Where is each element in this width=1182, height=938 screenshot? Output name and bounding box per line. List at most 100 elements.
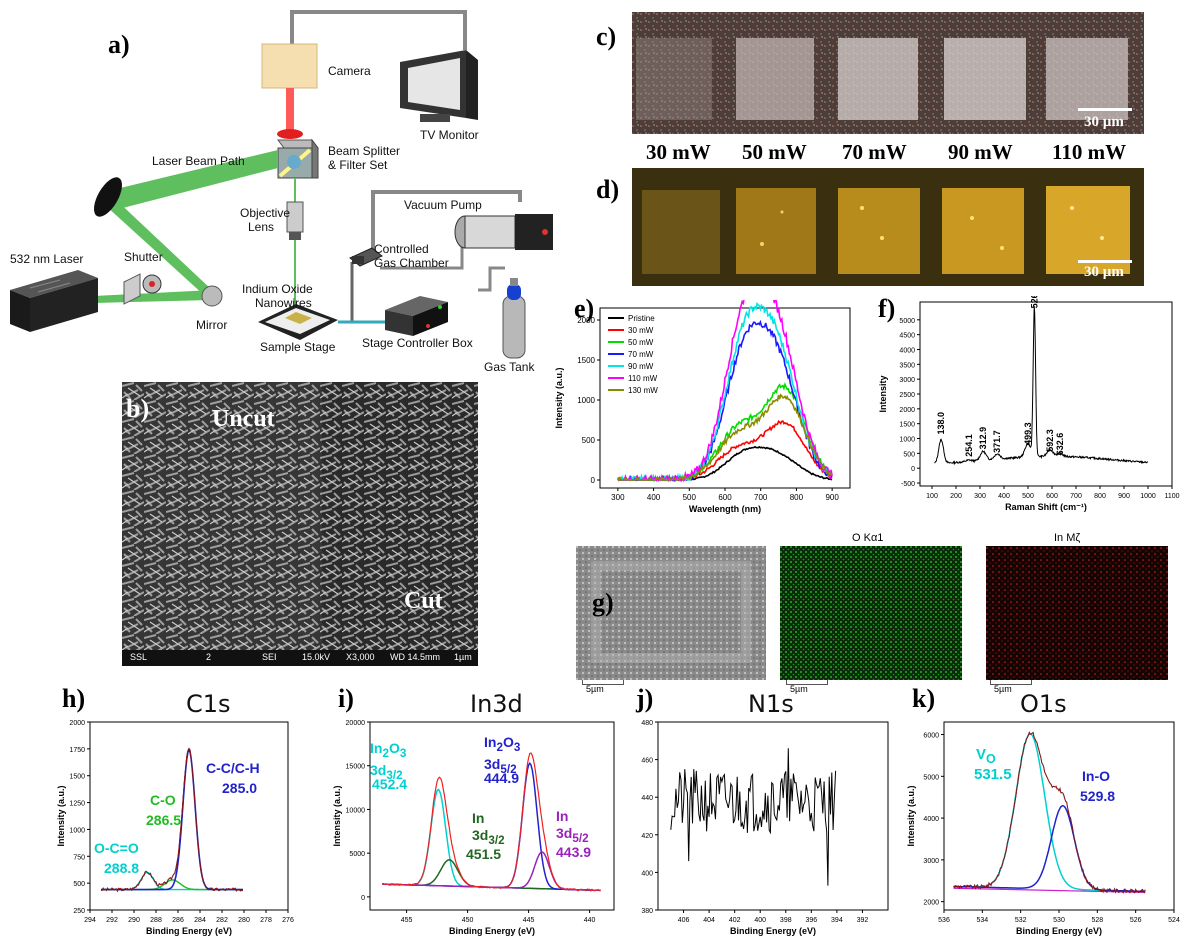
panel-label-i: i) bbox=[338, 684, 354, 713]
xps-title-o1s: O1s bbox=[1020, 690, 1067, 718]
peak-label-312.9: 312.9 bbox=[978, 427, 988, 450]
x-tick-label: 400 bbox=[998, 493, 1010, 500]
gas-tank-label: Gas Tank bbox=[484, 360, 535, 374]
x-tick-label: 300 bbox=[974, 493, 986, 500]
xps-o1s-chart: 536 534 532 530 528 526 524 2000 3000 4000 5000 600… bbox=[906, 721, 1180, 936]
eds-indium-map bbox=[986, 546, 1168, 680]
scale-bar-d bbox=[1078, 260, 1132, 263]
x-tick-label: 402 bbox=[729, 917, 741, 924]
objective-label-2: Lens bbox=[248, 220, 275, 234]
x-tick-label: 294 bbox=[84, 917, 96, 924]
x-tick-label: 700 bbox=[1070, 493, 1082, 500]
peak-label-526.5: 526.5 bbox=[1029, 296, 1039, 308]
sample-stage-label: Sample Stage bbox=[260, 340, 336, 354]
legend-label: 130 mW bbox=[628, 386, 658, 395]
power-label-50: 50 mW bbox=[742, 140, 807, 164]
y-tick-label: 380 bbox=[641, 908, 653, 915]
y-tick-label: 1500 bbox=[69, 774, 85, 781]
y-tick-label: 750 bbox=[73, 854, 85, 861]
eds-scale-label-3: 5µm bbox=[994, 684, 1012, 694]
legend-label: 50 mW bbox=[628, 338, 654, 347]
y-tick-label: 10000 bbox=[346, 807, 366, 814]
laser-label: 532 nm Laser bbox=[10, 252, 84, 266]
x-tick-label: 900 bbox=[1118, 493, 1130, 500]
x-tick-label: 300 bbox=[611, 493, 625, 502]
y-tick-label: 0 bbox=[911, 466, 915, 473]
scale-label-c: 30 µm bbox=[1084, 114, 1124, 130]
panel-label-c: c) bbox=[596, 22, 617, 51]
i-peak-label-2: In 3d3/2 bbox=[472, 810, 505, 847]
panel-label-h: h) bbox=[62, 684, 86, 713]
panel-label-a: a) bbox=[108, 30, 130, 59]
x-tick-label: 290 bbox=[128, 917, 140, 924]
plot-frame bbox=[657, 721, 889, 911]
i-peak-value-4: 443.9 bbox=[556, 844, 592, 860]
mirror-lower-icon bbox=[201, 285, 223, 307]
gas-chamber-label-1: Controlled bbox=[374, 242, 429, 256]
series-line-30-mW bbox=[617, 419, 833, 482]
i-peak-value-1: 452.4 bbox=[372, 776, 408, 792]
tv-monitor-icon bbox=[400, 50, 478, 122]
eds-scale-label-1: 5µm bbox=[586, 684, 604, 694]
x-tick-label: 1100 bbox=[1164, 493, 1179, 500]
stage-controller-label: Stage Controller Box bbox=[362, 336, 473, 350]
x-tick-label: 276 bbox=[282, 917, 294, 924]
raman-line bbox=[934, 305, 1149, 466]
x-tick-label: 400 bbox=[754, 917, 766, 924]
x-tick-label: 396 bbox=[805, 917, 817, 924]
eds-in-label: In Mζ bbox=[1054, 532, 1081, 544]
x-tick-label: 282 bbox=[216, 917, 228, 924]
setup-schematic bbox=[10, 10, 553, 359]
x-tick-label: 200 bbox=[950, 493, 962, 500]
y-tick-label: 1500 bbox=[577, 356, 595, 365]
h-peak-label-2: C-O bbox=[150, 792, 176, 808]
y-tick-label: 1250 bbox=[69, 801, 85, 808]
panel-label-j: j) bbox=[636, 684, 654, 713]
i-peak-label-3: In2O3 3d5/2 bbox=[484, 734, 521, 776]
panel-label-d: d) bbox=[596, 175, 620, 204]
y-tick-label: 1000 bbox=[69, 827, 85, 834]
x-axis-label: Binding Energy (eV) bbox=[1016, 926, 1102, 936]
x-tick-label: 278 bbox=[260, 917, 272, 924]
peak-label-371.7: 371.7 bbox=[992, 430, 1002, 453]
x-tick-label: 800 bbox=[790, 493, 804, 502]
y-tick-label: 0 bbox=[591, 476, 596, 485]
series-line-Pristine bbox=[617, 445, 833, 481]
x-tick-label: 536 bbox=[938, 917, 950, 924]
gas-tank-icon bbox=[502, 278, 526, 359]
sem-footer-num: 2 bbox=[206, 652, 212, 662]
y-tick-label: 0 bbox=[361, 895, 365, 902]
i-peak-label-1: In2O3 3d3/2 bbox=[370, 740, 407, 782]
x-tick-label: 400 bbox=[647, 493, 661, 502]
panel-label-g: g) bbox=[592, 588, 614, 617]
y-tick-label: 20000 bbox=[346, 720, 366, 727]
x-tick-label: 1000 bbox=[1140, 493, 1156, 500]
y-axis-label: Intensity (a.u.) bbox=[554, 367, 564, 428]
optical-image-c: 30 µm bbox=[632, 12, 1144, 134]
beam-splitter-icon bbox=[277, 138, 319, 179]
i-peak-value-2: 451.5 bbox=[466, 846, 502, 862]
sample-stage-icon bbox=[258, 304, 338, 340]
h-peak-value-3: 288.8 bbox=[104, 860, 140, 876]
k-peak-label-1: VO bbox=[976, 746, 996, 766]
objective-label-1: Objective bbox=[240, 206, 291, 220]
peak-label-499.3: 499.3 bbox=[1023, 422, 1033, 445]
power-label-90: 90 mW bbox=[948, 140, 1013, 164]
uncut-label: Uncut bbox=[212, 406, 275, 432]
peak-label-138.0: 138.0 bbox=[936, 412, 946, 435]
eds-sem-map bbox=[576, 546, 766, 682]
xps-n1s-chart: 406 404 402 400 398 396 394 392 380 400 420 440 460 4… bbox=[641, 720, 889, 936]
y-tick-label: 1750 bbox=[69, 747, 85, 754]
y-tick-label: 500 bbox=[73, 881, 85, 888]
eds-scale-bar-3 bbox=[990, 680, 1032, 685]
x-tick-label: 600 bbox=[718, 493, 732, 502]
y-tick-label: 5000 bbox=[349, 851, 365, 858]
x-tick-label: 700 bbox=[754, 493, 768, 502]
y-axis-label: Intensity (a.u.) bbox=[56, 785, 66, 846]
y-tick-label: 250 bbox=[73, 908, 85, 915]
y-tick-label: 5000 bbox=[899, 318, 915, 325]
h-peak-value-2: 286.5 bbox=[146, 812, 182, 828]
sem-footer-mag: X3,000 bbox=[346, 652, 375, 662]
stage-controller-icon bbox=[385, 296, 448, 336]
sem-image: Uncut Cut SSL 2 SEI 15.0kV X3,000 WD 14.… bbox=[122, 382, 478, 666]
